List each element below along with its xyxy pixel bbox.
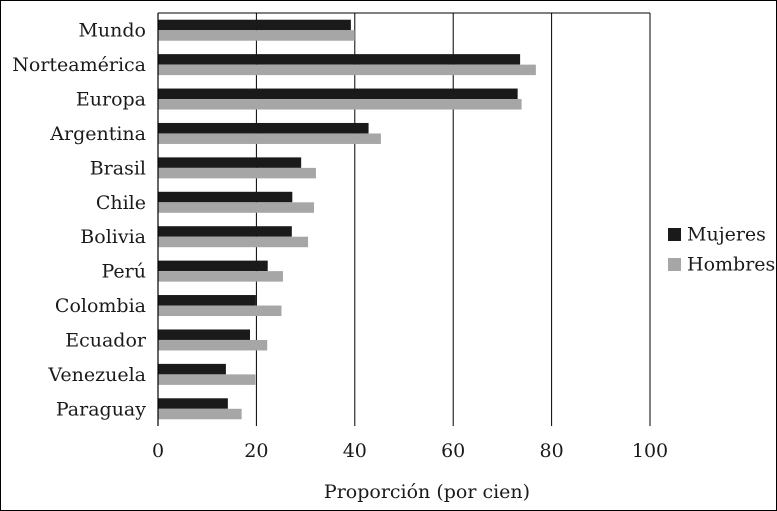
bar-mujeres-4 bbox=[158, 157, 302, 168]
bar-mujeres-6 bbox=[158, 226, 292, 237]
x-tick-label: 60 bbox=[441, 440, 465, 462]
category-label: Perú bbox=[102, 261, 147, 283]
bar-mujeres-7 bbox=[158, 260, 268, 272]
legend-swatch-mujeres bbox=[668, 228, 681, 241]
category-label: Mundo bbox=[78, 20, 146, 42]
bar-hombres-1 bbox=[158, 64, 536, 76]
bar-mujeres-9 bbox=[158, 329, 251, 340]
category-label: Paraguay bbox=[56, 398, 146, 420]
category-label: Norteamérica bbox=[12, 54, 146, 76]
category-label: Venezuela bbox=[47, 364, 146, 386]
bar-mujeres-5 bbox=[158, 191, 293, 203]
bar-hombres-11 bbox=[158, 408, 242, 420]
x-tick-label: 40 bbox=[343, 440, 367, 462]
bar-mujeres-2 bbox=[158, 88, 518, 100]
bar-mujeres-10 bbox=[158, 363, 226, 375]
axes bbox=[157, 12, 650, 426]
category-label: Brasil bbox=[90, 157, 146, 179]
x-tick-label: 80 bbox=[540, 440, 564, 462]
bar-mujeres-8 bbox=[158, 295, 256, 306]
bar-hombres-3 bbox=[158, 133, 381, 144]
bar-hombres-0 bbox=[158, 30, 355, 41]
x-tick-labels: 0 20 40 60 80 100 bbox=[152, 440, 668, 462]
bar-hombres-9 bbox=[158, 339, 268, 351]
x-axis-label: Proporción (por cien) bbox=[324, 481, 530, 503]
category-label: Argentina bbox=[49, 123, 146, 145]
category-label: Ecuador bbox=[65, 329, 147, 351]
bar-mujeres-3 bbox=[158, 122, 369, 134]
bars bbox=[158, 19, 536, 420]
category-label: Europa bbox=[76, 89, 146, 111]
bar-hombres-5 bbox=[158, 202, 314, 213]
legend-label-hombres: Hombres bbox=[687, 254, 775, 276]
bar-hombres-4 bbox=[158, 167, 316, 179]
category-label: Bolivia bbox=[80, 226, 146, 248]
legend: Mujeres Hombres bbox=[668, 224, 775, 276]
legend-label-mujeres: Mujeres bbox=[687, 224, 766, 246]
bar-hombres-8 bbox=[158, 305, 282, 317]
gridlines bbox=[255, 13, 651, 426]
bar-mujeres-1 bbox=[158, 54, 521, 65]
x-tick-label: 0 bbox=[152, 440, 164, 462]
legend-swatch-hombres bbox=[668, 258, 681, 271]
x-tick-label: 100 bbox=[632, 440, 668, 462]
category-labels: Mundo Norteamérica Europa Argentina Brasil Ch… bbox=[12, 20, 147, 421]
bar-hombres-2 bbox=[158, 99, 522, 110]
bar-mujeres-0 bbox=[158, 19, 351, 31]
category-label: Colombia bbox=[55, 295, 146, 317]
bar-hombres-6 bbox=[158, 236, 309, 248]
x-tick-label: 20 bbox=[244, 440, 268, 462]
category-label: Chile bbox=[96, 192, 146, 214]
bar-hombres-10 bbox=[158, 374, 256, 385]
bar-mujeres-11 bbox=[158, 398, 228, 409]
bar-hombres-7 bbox=[158, 271, 283, 282]
